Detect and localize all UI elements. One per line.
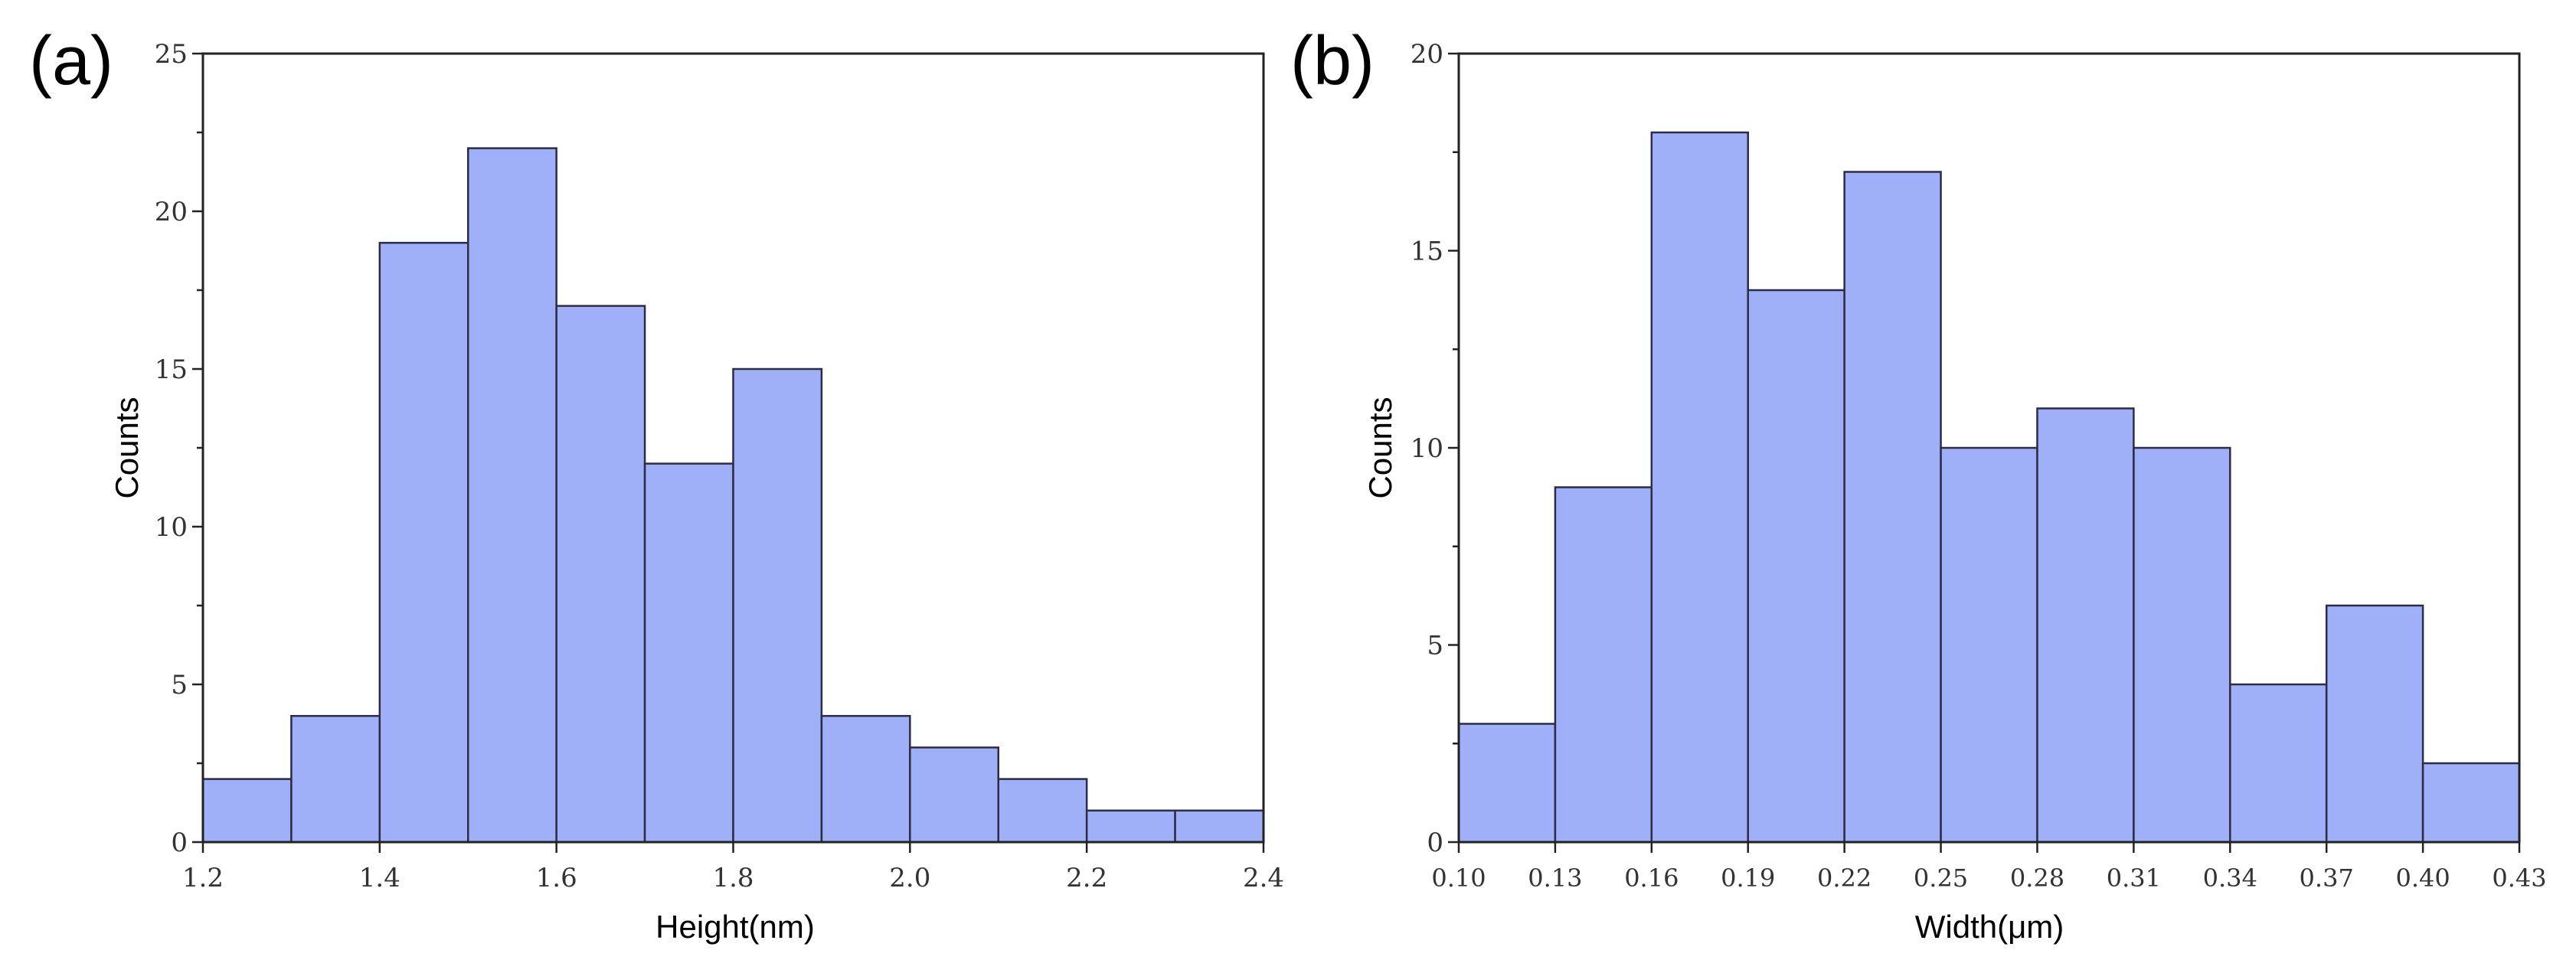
bar-a-2: [378, 241, 469, 844]
plot-frame-a: [201, 52, 1265, 844]
x-tick-label-b-0: 0.10: [1431, 864, 1486, 893]
bars-a: [201, 147, 1265, 844]
bar-a-7: [820, 714, 911, 844]
bar-a-0: [201, 778, 293, 844]
y-tick-label-a-4: 20: [155, 197, 188, 227]
bar-a-9: [997, 778, 1088, 844]
x-tick-label-a-3: 1.8: [712, 863, 754, 893]
x-tick-label-a-5: 2.2: [1066, 863, 1107, 893]
bar-b-9: [2325, 604, 2424, 844]
x-tick-label-b-4: 0.22: [1817, 864, 1872, 893]
x-tick-label-a-4: 2.0: [889, 863, 930, 893]
bar-b-4: [1843, 171, 1942, 844]
y-tick-label-a-5: 25: [155, 39, 188, 70]
bar-a-3: [467, 147, 557, 844]
bar-b-6: [2036, 407, 2135, 844]
x-tick-label-b-1: 0.13: [1528, 864, 1582, 893]
x-tick-label-a-0: 1.2: [182, 863, 224, 893]
bar-b-8: [2229, 683, 2328, 844]
y-tick-label-b-4: 20: [1411, 39, 1443, 70]
x-axis-label-a: Height(nm): [655, 909, 815, 945]
y-tick-label-a-3: 15: [155, 354, 188, 385]
bars-b: [1457, 131, 2521, 844]
bar-a-1: [290, 714, 381, 844]
x-tick-label-a-6: 2.4: [1243, 863, 1284, 893]
x-tick-label-b-6: 0.28: [2010, 864, 2064, 893]
width-histogram-panel: (b) Counts Width(μm) 0.10 0.13 0.16 0.19 0.2…: [1290, 23, 2547, 945]
y-axis-label-b: Counts: [1362, 397, 1398, 498]
x-axis-label-b: Width(μm): [1915, 909, 2064, 945]
x-tick-label-b-5: 0.25: [1914, 864, 1968, 893]
bar-b-0: [1457, 723, 1557, 844]
x-tick-label-b-10: 0.40: [2395, 864, 2450, 893]
bar-a-8: [909, 746, 1000, 844]
y-tick-label-a-1: 5: [171, 670, 188, 700]
y-tick-label-b-3: 15: [1411, 237, 1443, 267]
bar-b-5: [1940, 446, 2038, 844]
x-tick-label-b-8: 0.34: [2203, 864, 2257, 893]
y-tick-label-b-2: 10: [1411, 433, 1443, 464]
bar-a-11: [1174, 809, 1265, 844]
x-ticks-b: 0.10 0.13 0.16 0.19 0.22 0.25 0.28 0.31 0.34 0.37…: [1431, 842, 2547, 893]
height-histogram-panel: (a) Counts Height(nm) 1.2 1.4 1.6 1.8 2.0 2.2…: [29, 23, 1284, 945]
bar-b-7: [2133, 446, 2231, 844]
y-ticks-b: 0 5 10 15 20: [1411, 39, 1459, 858]
x-tick-label-b-3: 0.19: [1721, 864, 1775, 893]
panel-label-b: (b): [1290, 23, 1375, 100]
plot-frame-b: [1457, 52, 2521, 844]
bar-a-6: [732, 367, 823, 844]
x-tick-label-b-7: 0.31: [2107, 864, 2161, 893]
x-tick-label-b-11: 0.43: [2492, 864, 2546, 893]
y-tick-label-a-0: 0: [171, 828, 188, 858]
bar-b-3: [1747, 289, 1845, 844]
bar-a-10: [1085, 809, 1176, 844]
bar-a-5: [643, 462, 734, 844]
x-tick-label-a-2: 1.6: [536, 863, 577, 893]
x-tick-label-b-2: 0.16: [1624, 864, 1679, 893]
panel-label-a: (a): [29, 23, 113, 100]
bar-b-10: [2421, 762, 2521, 844]
bar-b-2: [1650, 131, 1749, 844]
bar-b-1: [1554, 486, 1653, 844]
y-tick-label-a-2: 10: [155, 512, 188, 543]
y-axis-label-a: Counts: [109, 397, 145, 498]
x-tick-label-a-1: 1.4: [359, 863, 400, 893]
y-tick-label-b-1: 5: [1427, 631, 1443, 661]
x-ticks-a: 1.2 1.4 1.6 1.8 2.0 2.2 2.4: [182, 842, 1284, 893]
bar-a-4: [555, 305, 646, 844]
y-ticks-a: 0 5 10 15 20 25: [155, 39, 203, 858]
x-tick-label-b-9: 0.37: [2300, 864, 2354, 893]
y-tick-label-b-0: 0: [1427, 828, 1443, 858]
